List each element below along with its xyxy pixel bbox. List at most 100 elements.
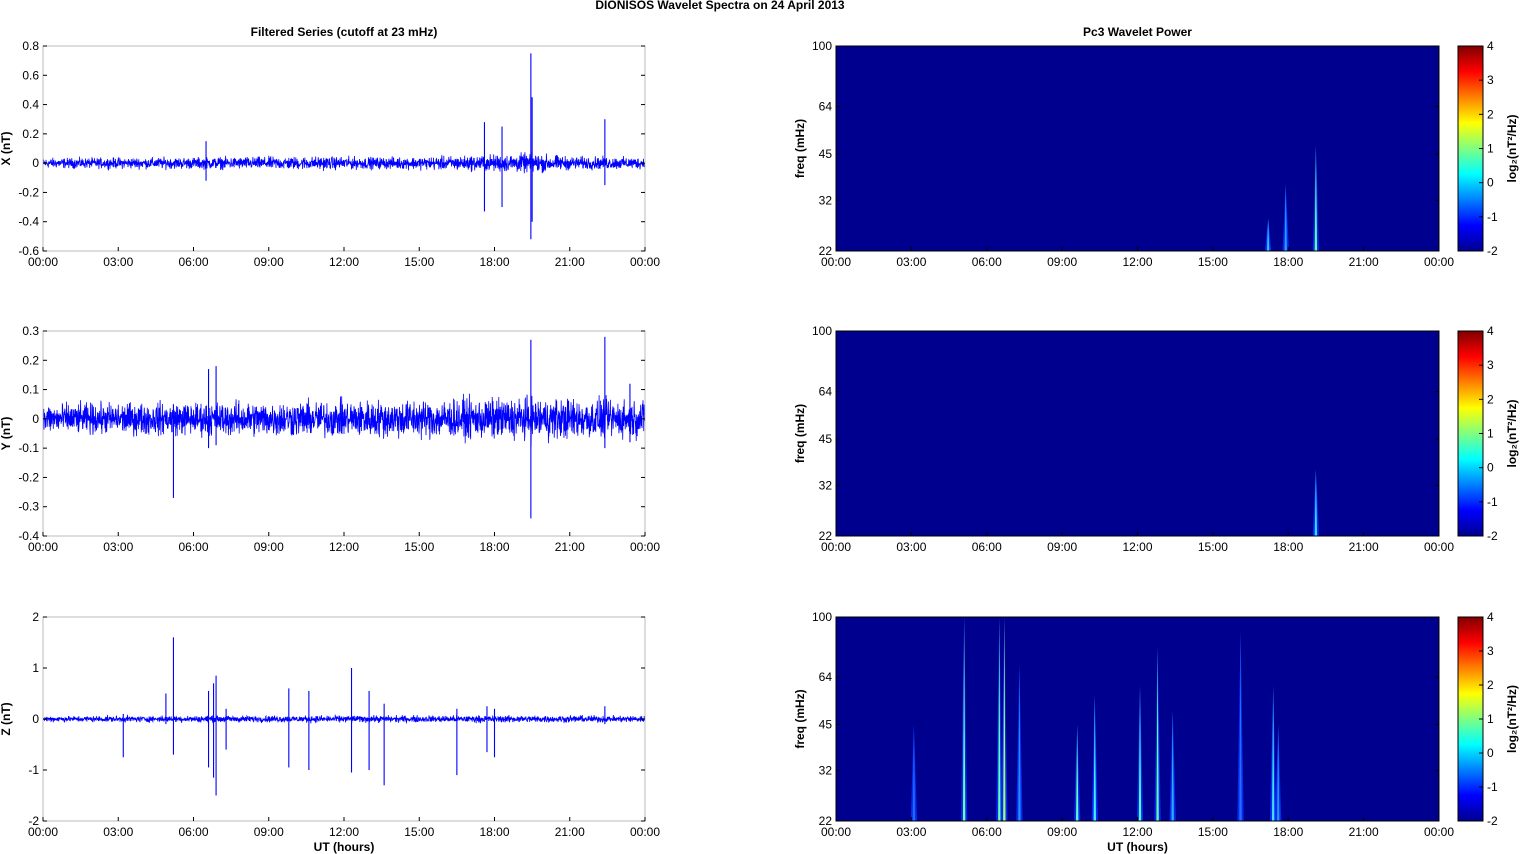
- x-tick-label: 21:00: [1349, 255, 1379, 269]
- colorbar-tick-label: 2: [1487, 678, 1494, 692]
- y-tick-label: 2: [32, 610, 39, 624]
- x-tick-label: 06:00: [178, 540, 208, 554]
- x-tick-label: 00:00: [821, 825, 851, 839]
- series-line: [42, 151, 646, 174]
- colorbar-tick-label: 3: [1487, 73, 1494, 87]
- x-tick-label: 12:00: [329, 540, 359, 554]
- y-tick-label: 32: [819, 764, 833, 778]
- heatmap-event: [1284, 184, 1287, 251]
- y-tick-label: -2: [28, 814, 39, 828]
- chart-title: Pc3 Wavelet Power: [1083, 25, 1192, 39]
- x-tick-label: 18:00: [1273, 255, 1303, 269]
- x-tick-label: 03:00: [103, 540, 133, 554]
- y-tick-label: 100: [812, 610, 832, 624]
- x-tick-label: 00:00: [1424, 255, 1454, 269]
- y-tick-label: 0.4: [22, 98, 39, 112]
- plot-frame: [42, 45, 646, 252]
- x-tick-label: 00:00: [630, 825, 660, 839]
- y-tick-label: 1: [32, 661, 39, 675]
- y-tick-label: 100: [812, 324, 832, 338]
- y-tick-label: -0.6: [18, 244, 39, 258]
- x-tick-label: 21:00: [555, 255, 585, 269]
- y-tick-label: 0.3: [22, 324, 39, 338]
- panels: 0.80.60.40.20-0.2-0.4-0.600:00 03:00 06:00…: [0, 25, 1519, 854]
- colorbar: [1457, 616, 1484, 822]
- x-tick-label: 00:00: [1424, 825, 1454, 839]
- colorbar-tick-label: -1: [1487, 210, 1498, 224]
- x-tick-label: 06:00: [178, 825, 208, 839]
- y-tick-label: 100: [812, 39, 832, 53]
- y-tick-label: 22: [819, 814, 833, 828]
- x-tick-label: 06:00: [972, 540, 1002, 554]
- colorbar-tick-label: 3: [1487, 644, 1494, 658]
- heatmap-background: [836, 617, 1439, 821]
- y-tick-label: -0.1: [18, 441, 39, 455]
- x-tick-label: 12:00: [1122, 825, 1152, 839]
- colorbar-label: log₂(nT²/Hz): [1505, 685, 1519, 753]
- y-tick-label: 32: [819, 193, 833, 207]
- heatmap-event: [1156, 647, 1159, 821]
- x-tick-label: 18:00: [479, 540, 509, 554]
- x-tick-label: 09:00: [1047, 825, 1077, 839]
- y-tick-label: 45: [819, 718, 833, 732]
- colorbar-tick-label: 0: [1487, 746, 1494, 760]
- y-tick-label: -0.4: [18, 529, 39, 543]
- y-tick-label: 64: [819, 99, 833, 113]
- series-line: [42, 393, 646, 448]
- colorbar-tick-label: -2: [1487, 244, 1498, 258]
- y-tick-label: -1: [28, 763, 39, 777]
- colorbar-tick-label: 2: [1487, 107, 1494, 121]
- x-tick-label: 12:00: [1122, 540, 1152, 554]
- colorbar-tick-label: 4: [1487, 39, 1494, 53]
- x-tick-label: 03:00: [103, 825, 133, 839]
- y-tick-label: 0.2: [22, 353, 39, 367]
- x-tick-label: 09:00: [254, 825, 284, 839]
- colorbar-tick-label: 1: [1487, 142, 1494, 156]
- colorbar-tick-label: 4: [1487, 610, 1494, 624]
- x-tick-label: 09:00: [1047, 255, 1077, 269]
- heatmap-event: [1314, 145, 1318, 251]
- chart-panel-2: 210-1-200:00 03:00 06:00 09:00 12:00 15:00 18:…: [0, 610, 660, 854]
- heatmap-event: [1239, 631, 1242, 821]
- colorbar-tick-label: 1: [1487, 427, 1494, 441]
- x-tick-label: 15:00: [404, 825, 434, 839]
- x-tick-label: 21:00: [1349, 825, 1379, 839]
- x-tick-label: 00:00: [821, 255, 851, 269]
- x-tick-label: 18:00: [479, 825, 509, 839]
- x-tick-label: 00:00: [630, 255, 660, 269]
- y-tick-label: 32: [819, 478, 833, 492]
- colorbar-label: log₂(nT²/Hz): [1505, 115, 1519, 183]
- x-tick-label: 00:00: [821, 540, 851, 554]
- x-tick-label: 06:00: [972, 255, 1002, 269]
- y-axis-label: X (nT): [0, 132, 13, 166]
- heatmap-background: [836, 331, 1439, 536]
- x-tick-label: 15:00: [404, 540, 434, 554]
- heatmap-event: [1138, 685, 1142, 821]
- colorbar-tick-label: 2: [1487, 392, 1494, 406]
- x-tick-label: 00:00: [1424, 540, 1454, 554]
- x-tick-label: 15:00: [1198, 540, 1228, 554]
- heatmap-event: [1314, 469, 1318, 536]
- x-tick-label: 18:00: [1273, 540, 1303, 554]
- x-tick-label: 06:00: [178, 255, 208, 269]
- x-tick-label: 03:00: [896, 540, 926, 554]
- colorbar-tick-label: 3: [1487, 358, 1494, 372]
- chart-panel-1: 0.30.20.10-0.1-0.2-0.3-0.400:00 03:00 06:0…: [0, 324, 660, 554]
- x-tick-label: 03:00: [896, 825, 926, 839]
- colorbar-tick-label: 4: [1487, 324, 1494, 338]
- y-tick-label: 22: [819, 529, 833, 543]
- colorbar-label: log₂(nT²/Hz): [1505, 400, 1519, 468]
- y-tick-label: 0: [32, 156, 39, 170]
- y-tick-label: 0.8: [22, 39, 39, 53]
- x-tick-label: 21:00: [1349, 540, 1379, 554]
- heatmap-background: [836, 46, 1439, 251]
- y-tick-label: -0.2: [18, 185, 39, 199]
- colorbar-tick-label: -2: [1487, 814, 1498, 828]
- colorbar-tick-label: 1: [1487, 712, 1494, 726]
- x-tick-label: 21:00: [555, 540, 585, 554]
- heatmap-event: [962, 617, 966, 821]
- y-axis-label: freq (mHz): [793, 119, 807, 178]
